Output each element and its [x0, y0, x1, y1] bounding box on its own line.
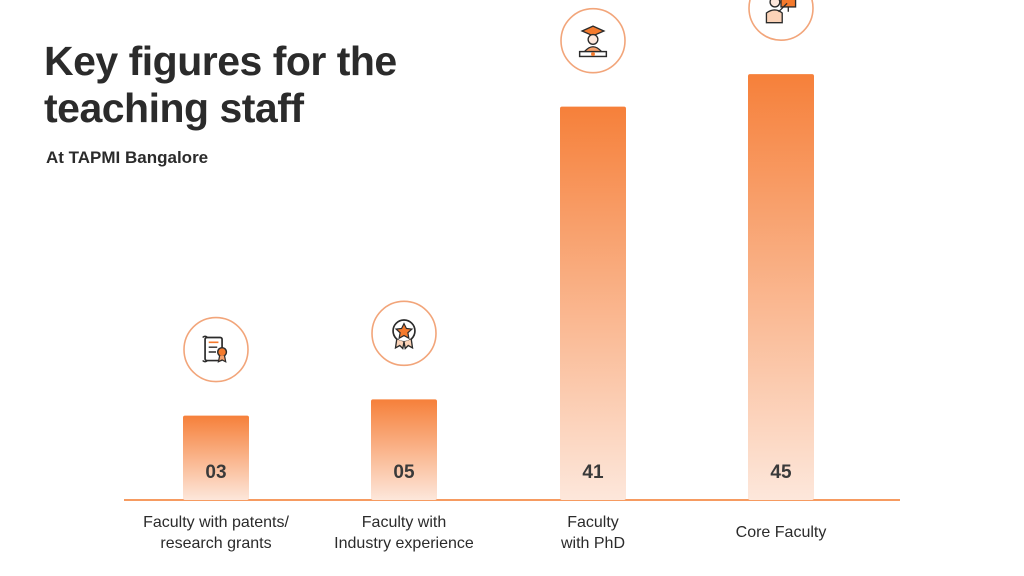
bar-value-label: 45 — [770, 462, 792, 483]
bar-chart: 03 05 41 45 — [0, 0, 1024, 576]
category-label-line: research grants — [116, 533, 316, 554]
bar-4 — [748, 74, 814, 500]
bar-value-label: 05 — [393, 462, 415, 483]
category-label: Faculty with Industry experience — [304, 512, 504, 554]
category-label-line: Core Faculty — [681, 522, 881, 543]
category-label: Core Faculty — [681, 522, 881, 543]
category-label-line: Faculty with — [304, 512, 504, 533]
category-label: Faculty with PhD — [493, 512, 693, 554]
category-label-line: Faculty with patents/ — [116, 512, 316, 533]
category-label-line: Faculty — [493, 512, 693, 533]
bar-3 — [560, 107, 626, 500]
category-label-line: with PhD — [493, 533, 693, 554]
bar-value-label: 41 — [582, 462, 604, 483]
category-label-line: Industry experience — [304, 533, 504, 554]
bar-value-label: 03 — [205, 462, 226, 483]
bars-layer: 03 05 41 45 — [183, 0, 814, 500]
icon-circle — [184, 318, 248, 382]
bar-2 — [371, 399, 437, 500]
bar-1 — [183, 416, 249, 500]
category-label: Faculty with patents/research grants — [116, 512, 316, 554]
